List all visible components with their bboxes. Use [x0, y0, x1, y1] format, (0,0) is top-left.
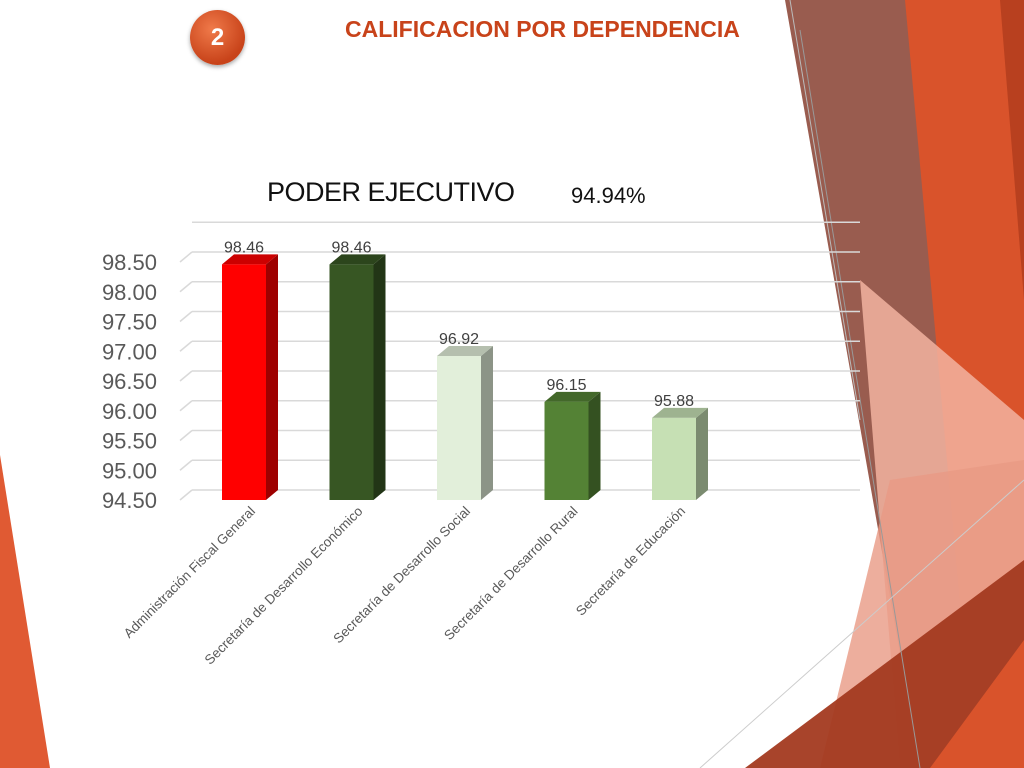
x-category-label: Secretaría de Educación: [573, 504, 688, 619]
y-tick-label: 96.00: [102, 399, 157, 424]
thin-line-3: [699, 479, 1024, 768]
y-tick-label: 95.50: [102, 429, 157, 454]
gridline-side: [179, 400, 193, 412]
bar-side: [266, 254, 278, 500]
y-tick-label: 95.00: [102, 458, 157, 483]
gridline-side: [179, 310, 193, 323]
y-tick-label: 98.50: [102, 250, 157, 275]
gridline-side: [179, 340, 193, 352]
bar-top: [437, 346, 493, 357]
gridline-side: [179, 429, 193, 442]
right-dark-band: [1000, 0, 1024, 300]
bar-top: [222, 254, 278, 265]
bar-top: [329, 254, 386, 265]
data-label: 98.46: [331, 239, 371, 256]
thin-line-1: [799, 29, 921, 768]
data-label: 98.46: [224, 239, 264, 256]
y-tick-label: 97.50: [102, 310, 157, 335]
thin-line-2: [789, 0, 861, 421]
left-orange-triangle: [0, 455, 50, 768]
data-label: 96.92: [439, 331, 479, 348]
bar-top: [652, 407, 708, 418]
bar: [652, 417, 696, 500]
chart-title: PODER EJECUTIVO: [267, 177, 515, 207]
y-tick-label: 97.00: [102, 339, 157, 364]
bar-top: [544, 391, 601, 402]
bar-side: [588, 391, 601, 500]
gridline-side: [179, 281, 193, 293]
data-label: 96.15: [546, 377, 586, 394]
bar-side: [373, 254, 386, 500]
bar: [544, 401, 589, 500]
lower-dark-wedge: [745, 560, 1024, 768]
bar: [437, 356, 481, 500]
y-tick-label: 96.50: [102, 369, 157, 394]
gridline-side: [179, 370, 193, 382]
bar: [222, 264, 266, 500]
bar-side: [696, 407, 708, 500]
bar: [329, 264, 374, 500]
slide-title: CALIFICACION POR DEPENDENCIA: [345, 16, 740, 42]
bar-side: [481, 346, 493, 500]
gridline-side: [179, 489, 193, 501]
slide-number-badge: 2: [190, 10, 245, 65]
gridline-side: [179, 251, 193, 263]
lower-orange-wedge: [930, 640, 1024, 768]
chart-subtitle: 94.94%: [571, 183, 646, 208]
slide-number: 2: [210, 23, 225, 51]
data-label: 95.88: [654, 393, 694, 410]
y-tick-label: 98.00: [102, 280, 157, 305]
gridline-side: [179, 459, 193, 471]
y-tick-label: 94.50: [102, 488, 157, 513]
